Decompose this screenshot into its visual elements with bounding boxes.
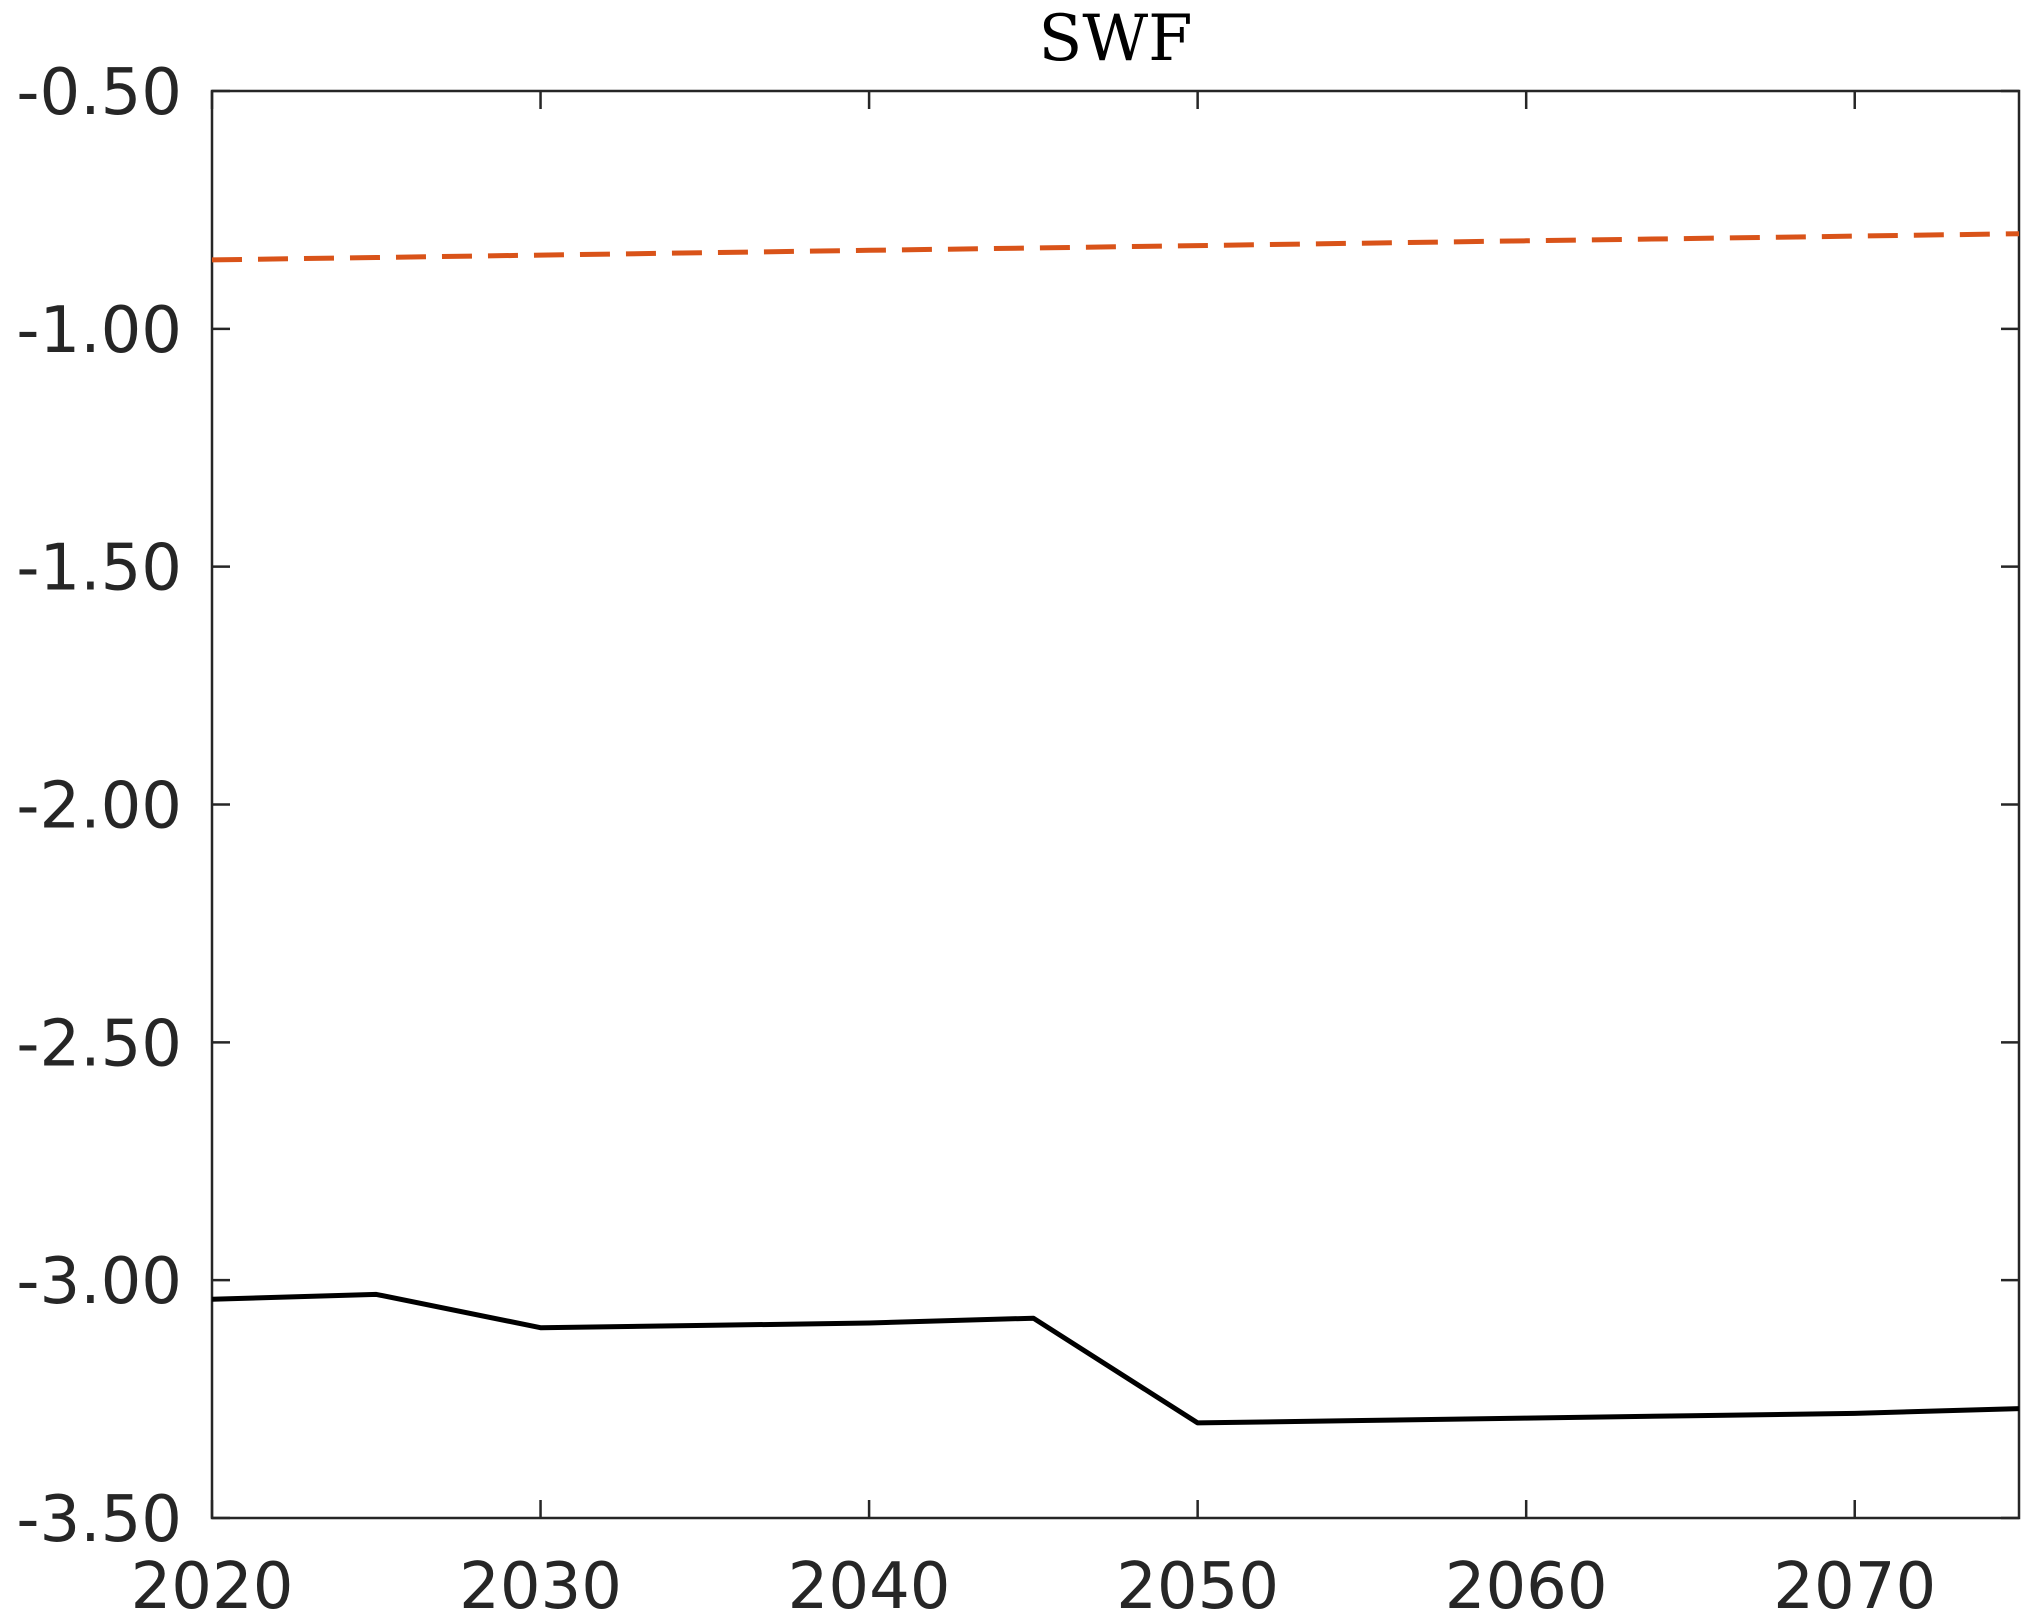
y-tick-label: -3.50 (16, 1483, 182, 1557)
chart-title: SWF (1038, 2, 1192, 76)
x-tick-label: 2050 (1116, 1550, 1279, 1614)
x-tick-label: 2070 (1773, 1550, 1936, 1614)
series-layer (211, 231, 2020, 1426)
series-line-dashed (211, 231, 2020, 263)
y-tick-label: -1.50 (16, 532, 182, 606)
axis-ticks (210, 89, 2019, 1520)
y-tick-label: -3.00 (16, 1245, 182, 1319)
y-tick-label: -0.50 (16, 56, 182, 130)
y-tick-label: -1.00 (16, 294, 182, 368)
x-tick-label: 2030 (459, 1550, 622, 1614)
series-line-solid (211, 1291, 2020, 1426)
x-axis-tick-labels: 2020 2030 2040 2050 2060 2070 (131, 1550, 1937, 1614)
y-axis-tick-labels: -0.50 -1.00 -1.50 -2.00 -2.50 -3.00 -3.50 (16, 56, 182, 1557)
x-tick-label: 2040 (788, 1550, 951, 1614)
x-tick-label: 2020 (131, 1550, 294, 1614)
y-tick-label: -2.50 (16, 1007, 182, 1081)
plot-area-frame (210, 89, 2021, 1520)
y-tick-label: -2.00 (16, 770, 182, 844)
x-tick-label: 2060 (1445, 1550, 1608, 1614)
